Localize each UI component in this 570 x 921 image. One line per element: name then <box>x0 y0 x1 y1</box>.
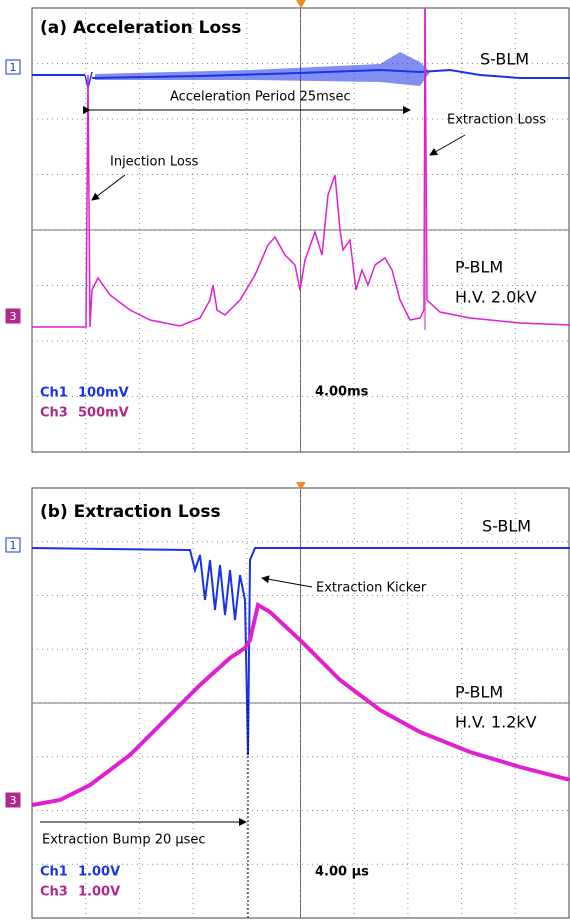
panel-b: (b) Extraction Loss S-BLM Extraction Kicke… <box>5 482 570 919</box>
channel-marker-label: 1 <box>10 61 17 74</box>
title: (b) Extraction Loss <box>40 502 221 522</box>
label: Extraction Kicker <box>316 581 427 596</box>
label: Extraction Bump 20 µsec <box>42 833 206 848</box>
label: Acceleration Period 25msec <box>170 90 351 105</box>
label: 500mV <box>78 406 129 421</box>
label: 1.00V <box>78 885 120 900</box>
p-blm-trace <box>31 601 570 807</box>
label: H.V. 2.0kV <box>455 288 537 307</box>
channel-marker-label: 3 <box>10 794 17 807</box>
trigger-marker <box>296 0 306 8</box>
label: 1.00V <box>78 865 120 880</box>
label: P-BLM <box>455 258 503 277</box>
label: H.V. 1.2kV <box>455 713 537 732</box>
label: Ch1 <box>40 865 68 880</box>
s-blm-noise <box>95 52 430 86</box>
channel-marker-label: 1 <box>10 539 17 552</box>
label: Injection Loss <box>110 155 199 170</box>
label: Extraction Loss <box>447 113 546 128</box>
trigger-marker <box>296 482 306 490</box>
panel-a: (a) Acceleration Loss S-BLM Acceleration P… <box>5 0 570 453</box>
label: 4.00ms <box>315 385 369 400</box>
p-blm-trace <box>32 7 570 328</box>
label: 100mV <box>78 386 129 401</box>
channel-marker-label: 3 <box>10 310 17 323</box>
label: S-BLM <box>482 517 531 536</box>
channel-marker <box>5 537 21 553</box>
s-blm-trace <box>31 547 570 756</box>
label: Ch3 <box>40 406 68 421</box>
arrow <box>261 575 313 588</box>
label: 4.00 µs <box>315 865 369 880</box>
channel-marker <box>5 308 21 324</box>
arrow <box>429 134 466 156</box>
channel-marker <box>5 59 21 75</box>
label: P-BLM <box>455 683 503 702</box>
arrow <box>91 174 126 201</box>
channel-marker <box>5 792 21 808</box>
title: (a) Acceleration Loss <box>40 18 241 38</box>
label: Ch1 <box>40 386 68 401</box>
label: Ch3 <box>40 885 68 900</box>
label: S-BLM <box>480 50 529 69</box>
